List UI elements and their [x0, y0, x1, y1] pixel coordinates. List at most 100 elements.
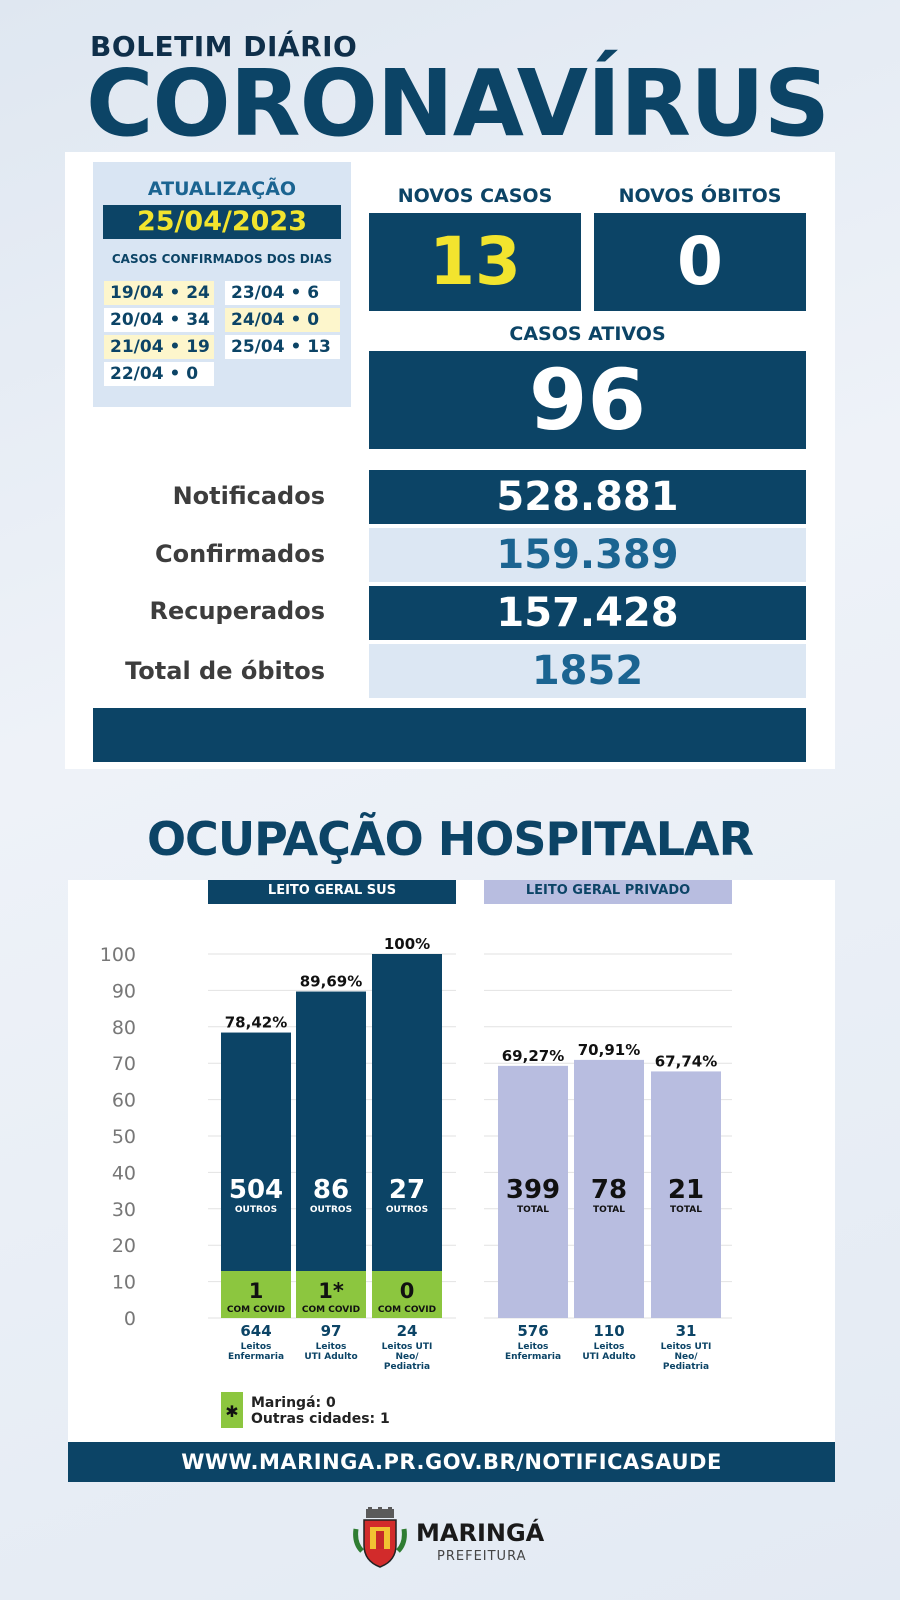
- stat-label-recuperados: Recuperados: [149, 597, 325, 625]
- total-beds: 31: [676, 1322, 697, 1340]
- bar-main-caption: TOTAL: [593, 1205, 625, 1215]
- bar-main-value: 86: [313, 1175, 349, 1205]
- group-header-label: LEITO GERAL SUS: [268, 883, 396, 898]
- new-deaths-box: [594, 213, 806, 311]
- bed-category-label: Neo/: [674, 1352, 698, 1362]
- footnote-text: Maringá: 0: [251, 1395, 336, 1411]
- covid-bar-segment: [221, 1271, 291, 1318]
- y-tick-label: 0: [124, 1308, 136, 1330]
- footer-url-link[interactable]: WWW.MARINGA.PR.GOV.BR/NOTIFICASAUDE: [181, 1450, 722, 1474]
- bed-category-label: Leitos UTI: [382, 1342, 433, 1352]
- y-tick-label: 30: [112, 1199, 136, 1221]
- bed-category-label: Leitos UTI: [661, 1342, 712, 1352]
- summary-bottom-bar: [93, 708, 806, 762]
- bed-category-label: Pediatria: [663, 1362, 709, 1372]
- footer-bar: [68, 1442, 835, 1482]
- update-date: 25/04/2023: [136, 206, 307, 237]
- note-marker: [221, 1392, 243, 1428]
- daily-case-cell: 19/04 • 24: [104, 281, 214, 305]
- bar-main-caption: OUTROS: [386, 1205, 428, 1215]
- bed-category-label: Enfermaria: [228, 1352, 284, 1362]
- bed-category-label: Leitos: [594, 1342, 625, 1352]
- stat-box: [369, 528, 806, 582]
- y-tick-label: 50: [112, 1126, 136, 1148]
- percent-label: 100%: [384, 935, 430, 953]
- stat-value-notificados: 528.881: [496, 474, 679, 520]
- active-cases-box: [369, 351, 806, 449]
- city-coat-of-arms-icon: [353, 1507, 407, 1568]
- daily-case-cell: 24/04 • 0: [225, 308, 340, 332]
- y-tick-label: 90: [112, 980, 136, 1002]
- y-tick-label: 10: [112, 1272, 136, 1294]
- percent-label: 89,69%: [300, 973, 362, 991]
- y-tick-label: 40: [112, 1162, 136, 1184]
- bed-category-label: Pediatria: [384, 1362, 430, 1372]
- covid-value: 1: [249, 1279, 264, 1303]
- bar-main-value: 78: [591, 1175, 627, 1205]
- daily-cases-title: CASOS CONFIRMADOS DOS DIAS: [111, 252, 333, 266]
- y-tick-label: 20: [112, 1235, 136, 1257]
- total-beds: 576: [517, 1322, 548, 1340]
- covid-caption: COM COVID: [227, 1305, 285, 1315]
- bar-main-caption: OUTROS: [235, 1205, 277, 1215]
- header-subtitle: BOLETIM DIÁRIO: [90, 30, 358, 63]
- bed-category-label: Leitos: [518, 1342, 549, 1352]
- group-header-label: LEITO GERAL PRIVADO: [526, 883, 690, 898]
- hospital-title: OCUPAÇÃO HOSPITALAR: [146, 812, 754, 866]
- total-beds: 110: [593, 1322, 624, 1340]
- footnote-text: Outras cidades: 1: [251, 1411, 390, 1427]
- group-header-0: [208, 880, 456, 904]
- bar-main-caption: TOTAL: [670, 1205, 702, 1215]
- bar-main-value: 504: [229, 1175, 283, 1205]
- occupancy-bar: [296, 991, 366, 1318]
- new-cases-box: [369, 213, 581, 311]
- bar-main-value: 21: [668, 1175, 704, 1205]
- new-deaths-label: NOVOS ÓBITOS: [618, 185, 782, 207]
- group-header-1: [484, 880, 732, 904]
- total-beds: 97: [321, 1322, 342, 1340]
- update-date-background: [103, 205, 341, 239]
- total-beds: 644: [240, 1322, 271, 1340]
- percent-label: 78,42%: [225, 1014, 287, 1032]
- bar-main-caption: TOTAL: [517, 1205, 549, 1215]
- logo-name: MARINGÁ: [416, 1519, 545, 1547]
- new-deaths-value: 0: [677, 223, 723, 300]
- y-tick-label: 100: [100, 944, 136, 966]
- active-cases-label: CASOS ATIVOS: [509, 323, 666, 345]
- percent-label: 70,91%: [578, 1041, 640, 1059]
- bed-category-label: UTI Adulto: [304, 1352, 357, 1362]
- stat-label-total-obitos: Total de óbitos: [125, 657, 325, 685]
- new-cases-value: 13: [429, 223, 521, 300]
- covid-caption: COM COVID: [302, 1305, 360, 1315]
- daily-case-cell: 21/04 • 19: [104, 335, 214, 359]
- header-title: CORONAVÍRUS: [86, 50, 830, 157]
- stat-box: [369, 470, 806, 524]
- total-beds: 24: [397, 1322, 418, 1340]
- covid-caption: COM COVID: [378, 1305, 436, 1315]
- stat-box: [369, 644, 806, 698]
- bar-main-value: 27: [389, 1175, 425, 1205]
- y-tick-label: 60: [112, 1090, 136, 1112]
- daily-case-cell: 25/04 • 13: [225, 335, 340, 359]
- stat-value-total-obitos: 1852: [531, 648, 644, 694]
- occupancy-bar: [221, 1032, 291, 1318]
- stat-box: [369, 586, 806, 640]
- bed-category-label: Neo/: [395, 1352, 419, 1362]
- bed-category-label: Leitos: [316, 1342, 347, 1352]
- bed-category-label: Enfermaria: [505, 1352, 561, 1362]
- active-cases-value: 96: [529, 351, 646, 449]
- bar-main-caption: OUTROS: [310, 1205, 352, 1215]
- new-cases-label: NOVOS CASOS: [397, 185, 553, 207]
- covid-value: 0: [400, 1279, 415, 1303]
- covid-bar-segment: [372, 1271, 442, 1318]
- logo-subtitle: PREFEITURA: [437, 1549, 527, 1564]
- covid-bar-segment: [296, 1271, 366, 1318]
- daily-case-cell: 23/04 • 6: [225, 281, 340, 305]
- covid-value: 1*: [318, 1279, 344, 1303]
- stat-label-confirmados: Confirmados: [155, 540, 325, 568]
- percent-label: 69,27%: [502, 1047, 564, 1065]
- bar-main-value: 399: [506, 1175, 560, 1205]
- percent-label: 67,74%: [655, 1052, 717, 1070]
- bed-category-label: UTI Adulto: [582, 1352, 635, 1362]
